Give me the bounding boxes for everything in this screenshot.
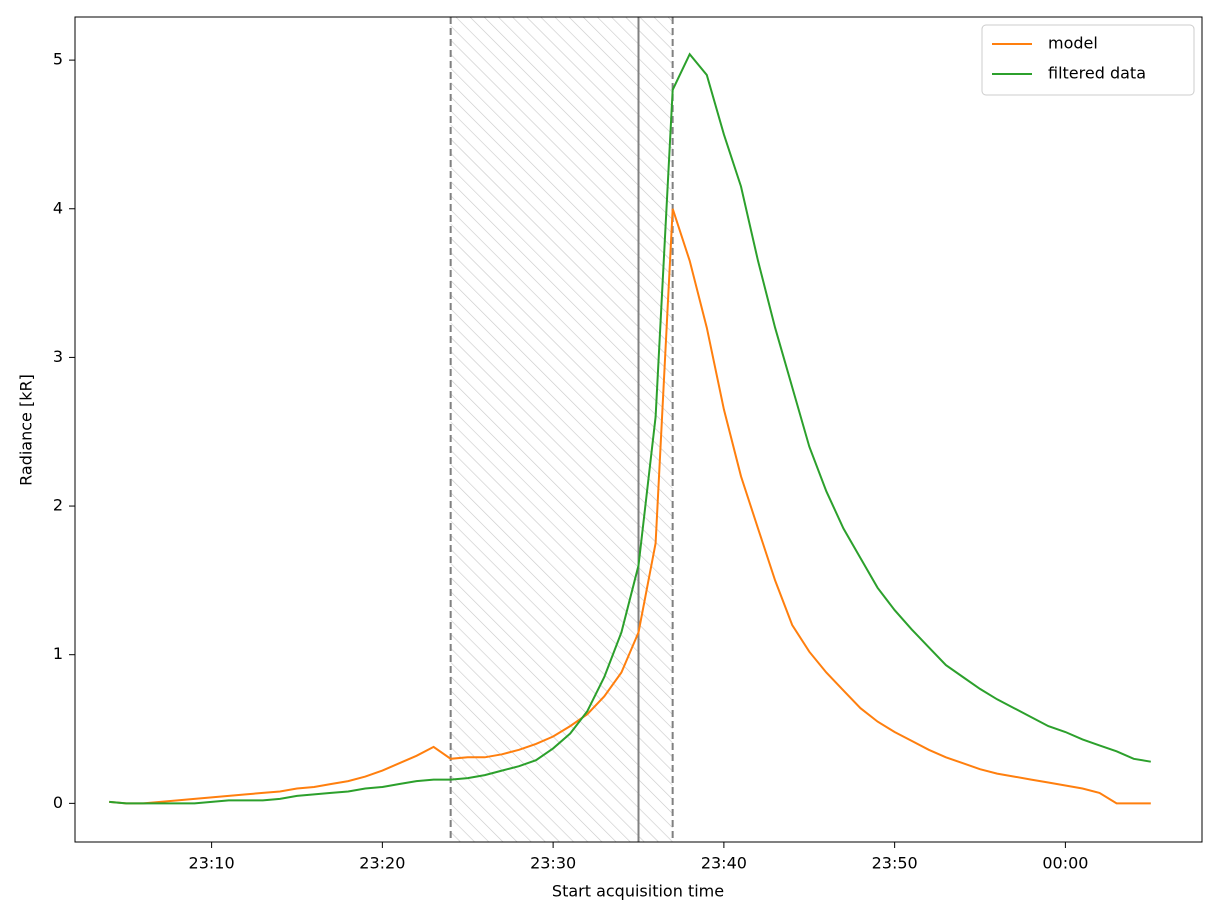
y-axis-label: Radiance [kR] xyxy=(17,374,36,486)
x-tick-label: 23:10 xyxy=(189,854,235,873)
legend-label: filtered data xyxy=(1048,64,1146,83)
y-tick-label: 4 xyxy=(53,198,63,217)
y-tick-label: 1 xyxy=(53,644,63,663)
plot-frame xyxy=(74,16,1203,843)
series-line xyxy=(109,208,1151,805)
y-tick-label: 3 xyxy=(53,347,63,366)
y-tick-label: 2 xyxy=(53,496,63,515)
x-tick-label: 00:00 xyxy=(1042,854,1088,873)
y-tick-label: 5 xyxy=(53,50,63,69)
x-tick-label: 23:50 xyxy=(872,854,918,873)
x-tick-label: 23:40 xyxy=(701,854,747,873)
series-line xyxy=(109,52,1151,805)
x-tick-label: 23:20 xyxy=(359,854,405,873)
y-tick-label: 0 xyxy=(53,793,63,812)
x-axis-label: Start acquisition time xyxy=(552,882,724,901)
x-tick-label: 23:30 xyxy=(530,854,576,873)
legend-box xyxy=(981,24,1195,96)
legend-label: model xyxy=(1048,34,1098,53)
shaded-span xyxy=(450,17,673,842)
